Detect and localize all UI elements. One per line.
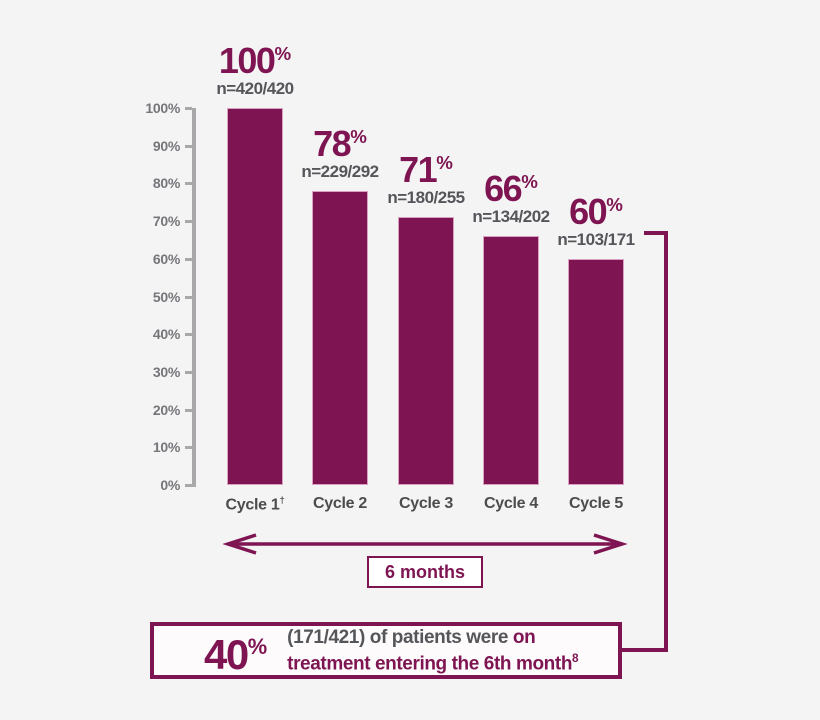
y-axis-tick (185, 408, 192, 412)
y-axis-tick (185, 370, 192, 374)
bar-percent-label: 60% (569, 190, 623, 232)
bar-cycle-2 (312, 190, 368, 485)
bar-value-label: 78% n=229/292 (255, 119, 425, 182)
y-axis-tick-label: 50% (152, 288, 180, 305)
bar-percent-label: 66% (484, 168, 538, 210)
bar-value-label: 71% n=180/255 (341, 145, 511, 208)
x-axis-category-label: Cycle 1† (225, 495, 285, 514)
bar-cycle-1 (227, 108, 283, 485)
bar-percent-label: 100% (218, 40, 292, 81)
y-axis-tick (185, 257, 192, 261)
bar-cycle-4 (483, 236, 539, 485)
y-axis-tick-label: 100% (145, 100, 180, 116)
bar-cycle-3 (398, 217, 454, 485)
y-axis-tick-label: 80% (152, 175, 180, 192)
y-axis-tick (185, 333, 192, 337)
y-axis-tick-label: 10% (152, 439, 180, 456)
bar-n-label: n=103/171 (557, 229, 635, 249)
y-axis-tick (185, 107, 192, 110)
y-axis-tick (185, 446, 192, 450)
y-axis-tick (185, 220, 192, 224)
callout-line2: treatment entering the 6th month (287, 653, 573, 675)
callout-percent-number: 40 (204, 630, 249, 678)
bar-n-label: n=134/202 (472, 207, 550, 227)
y-axis-tick (185, 295, 192, 299)
x-axis-category-label: Cycle 5 (569, 495, 623, 512)
y-axis-tick-label: 40% (152, 326, 180, 343)
x-axis-category-label: Cycle 3 (399, 495, 453, 512)
callout-text: (171/421) of patients were on treatment … (287, 627, 578, 674)
callout-line2-superscript: 8 (572, 651, 579, 665)
bar-value-label: 100% n=420/420 (170, 36, 340, 99)
x-axis-category-label: Cycle 4 (484, 495, 538, 512)
bar-percent-label: 78% (313, 122, 367, 164)
callout-line1-gray: (171/421) of patients were (287, 626, 508, 648)
bar-value-label: 60% n=103/171 (511, 187, 681, 250)
callout-percent-sign: % (247, 633, 268, 659)
y-axis-tick (185, 144, 192, 148)
y-axis-tick-label: 60% (152, 250, 180, 267)
y-axis-tick (185, 182, 192, 186)
bar-n-label: n=420/420 (216, 79, 294, 98)
callout-percent: 40% (204, 626, 267, 676)
y-axis-tick-label: 20% (152, 401, 180, 418)
y-axis-tick-label: 90% (152, 137, 180, 154)
callout-line1-maroon: on (512, 626, 536, 648)
bar-percent-label: 71% (399, 149, 453, 191)
y-axis-tick-label: 0% (160, 477, 180, 493)
bar-n-label: n=180/255 (387, 188, 465, 208)
y-axis-line (192, 108, 196, 487)
y-axis-tick-label: 30% (152, 363, 180, 380)
connector-line-top (644, 231, 668, 235)
y-axis-tick (185, 484, 192, 487)
callout-box: 40% (171/421) of patients were on treatm… (150, 622, 622, 679)
double-arrow-icon (222, 533, 628, 555)
x-axis-category-label: Cycle 2 (313, 495, 367, 512)
range-label-box: 6 months (367, 556, 483, 588)
connector-line-vertical (664, 231, 668, 652)
y-axis-tick-label: 70% (152, 213, 180, 230)
bar-value-label: 66% n=134/202 (426, 164, 596, 227)
range-label: 6 months (384, 561, 465, 582)
connector-line-bottom (622, 648, 668, 652)
bar-cycle-5 (568, 258, 624, 485)
bar-n-label: n=229/292 (301, 161, 379, 181)
